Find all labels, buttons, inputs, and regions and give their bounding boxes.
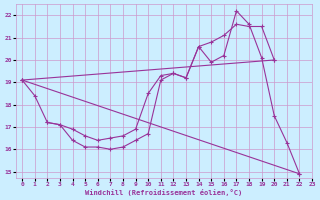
X-axis label: Windchill (Refroidissement éolien,°C): Windchill (Refroidissement éolien,°C) [85, 189, 243, 196]
